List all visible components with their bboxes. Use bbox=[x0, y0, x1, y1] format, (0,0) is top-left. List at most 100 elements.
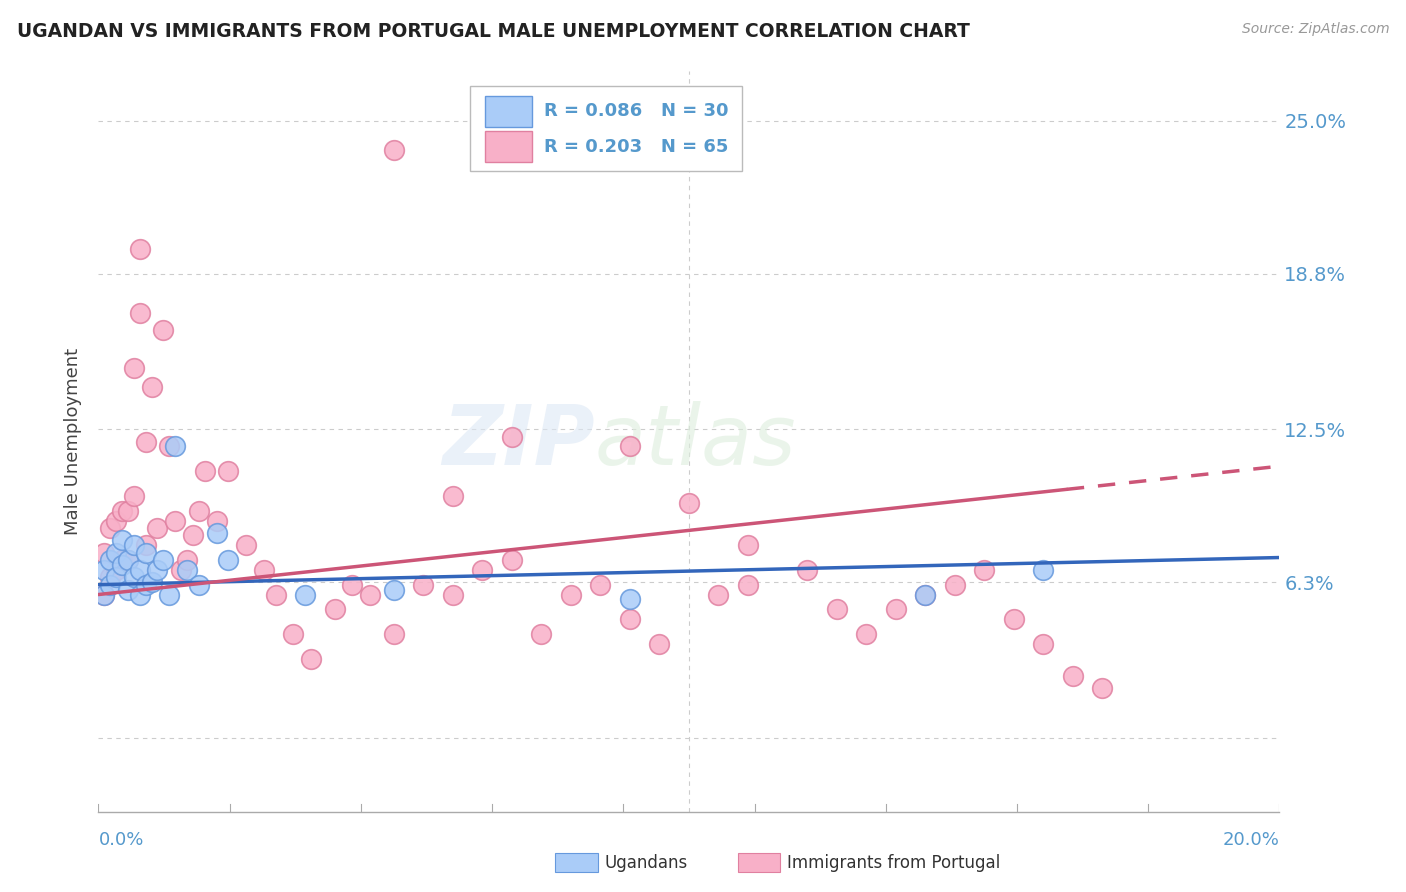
Point bbox=[796, 563, 818, 577]
Point bbox=[678, 496, 700, 510]
Point bbox=[98, 553, 121, 567]
Point bbox=[264, 588, 287, 602]
Point bbox=[914, 588, 936, 602]
Point bbox=[737, 538, 759, 552]
Point bbox=[170, 563, 193, 577]
Point bbox=[122, 538, 145, 552]
Point bbox=[707, 588, 730, 602]
Point bbox=[253, 563, 276, 577]
Point bbox=[122, 489, 145, 503]
Point bbox=[884, 602, 907, 616]
Point bbox=[187, 577, 209, 591]
Point bbox=[619, 592, 641, 607]
Point bbox=[294, 588, 316, 602]
Point bbox=[619, 440, 641, 454]
Point bbox=[205, 525, 228, 540]
Point bbox=[128, 588, 150, 602]
Point bbox=[152, 553, 174, 567]
Point bbox=[105, 563, 128, 577]
Point bbox=[117, 582, 139, 597]
Point bbox=[441, 489, 464, 503]
Point bbox=[382, 582, 405, 597]
Text: UGANDAN VS IMMIGRANTS FROM PORTUGAL MALE UNEMPLOYMENT CORRELATION CHART: UGANDAN VS IMMIGRANTS FROM PORTUGAL MALE… bbox=[17, 22, 970, 41]
Point bbox=[157, 440, 180, 454]
Point bbox=[855, 627, 877, 641]
Point bbox=[105, 546, 128, 560]
Point bbox=[619, 612, 641, 626]
Point bbox=[135, 577, 157, 591]
Point bbox=[412, 577, 434, 591]
FancyBboxPatch shape bbox=[471, 87, 742, 171]
Point bbox=[342, 577, 364, 591]
Point bbox=[187, 503, 209, 517]
Point bbox=[181, 528, 204, 542]
Point bbox=[299, 651, 322, 665]
Point bbox=[93, 546, 115, 560]
Text: Source: ZipAtlas.com: Source: ZipAtlas.com bbox=[1241, 22, 1389, 37]
Point bbox=[359, 588, 381, 602]
Point bbox=[648, 637, 671, 651]
FancyBboxPatch shape bbox=[485, 131, 531, 162]
Point bbox=[98, 570, 121, 584]
Point bbox=[111, 553, 134, 567]
Point bbox=[1062, 669, 1084, 683]
Text: 0.0%: 0.0% bbox=[98, 831, 143, 849]
Y-axis label: Male Unemployment: Male Unemployment bbox=[65, 348, 83, 535]
Point bbox=[146, 521, 169, 535]
Point bbox=[128, 306, 150, 320]
Point bbox=[157, 588, 180, 602]
Point bbox=[217, 464, 239, 478]
Point bbox=[146, 563, 169, 577]
Point bbox=[111, 503, 134, 517]
Point bbox=[973, 563, 995, 577]
Point bbox=[943, 577, 966, 591]
Point bbox=[152, 324, 174, 338]
Point bbox=[141, 380, 163, 394]
Text: atlas: atlas bbox=[595, 401, 796, 482]
Point bbox=[501, 429, 523, 443]
Point bbox=[165, 440, 187, 454]
Text: ZIP: ZIP bbox=[441, 401, 595, 482]
Point bbox=[441, 588, 464, 602]
Point bbox=[589, 577, 612, 591]
FancyBboxPatch shape bbox=[485, 95, 531, 127]
Point bbox=[135, 546, 157, 560]
Point bbox=[93, 588, 115, 602]
Point bbox=[530, 627, 553, 641]
Point bbox=[128, 242, 150, 256]
Point bbox=[93, 588, 115, 602]
Point bbox=[382, 627, 405, 641]
Point bbox=[737, 577, 759, 591]
Text: R = 0.203   N = 65: R = 0.203 N = 65 bbox=[544, 138, 728, 156]
Point bbox=[1032, 563, 1054, 577]
Point bbox=[98, 577, 121, 591]
Point bbox=[135, 538, 157, 552]
Text: R = 0.086   N = 30: R = 0.086 N = 30 bbox=[544, 103, 728, 120]
Point bbox=[1002, 612, 1025, 626]
Text: 20.0%: 20.0% bbox=[1223, 831, 1279, 849]
Point bbox=[122, 570, 145, 584]
Point bbox=[117, 503, 139, 517]
Point bbox=[323, 602, 346, 616]
Point bbox=[560, 588, 582, 602]
Point bbox=[135, 434, 157, 449]
Point bbox=[111, 558, 134, 572]
Point bbox=[1032, 637, 1054, 651]
Point bbox=[105, 514, 128, 528]
Point bbox=[165, 514, 187, 528]
Point bbox=[176, 553, 198, 567]
Text: Ugandans: Ugandans bbox=[605, 854, 688, 871]
Point bbox=[471, 563, 494, 577]
Point bbox=[235, 538, 257, 552]
Point bbox=[117, 553, 139, 567]
Point bbox=[93, 563, 115, 577]
Point bbox=[194, 464, 217, 478]
Point bbox=[217, 553, 239, 567]
Point bbox=[98, 521, 121, 535]
Point bbox=[105, 570, 128, 584]
Point bbox=[501, 553, 523, 567]
Point bbox=[205, 514, 228, 528]
Text: Immigrants from Portugal: Immigrants from Portugal bbox=[787, 854, 1001, 871]
Point bbox=[128, 563, 150, 577]
Point bbox=[141, 575, 163, 590]
